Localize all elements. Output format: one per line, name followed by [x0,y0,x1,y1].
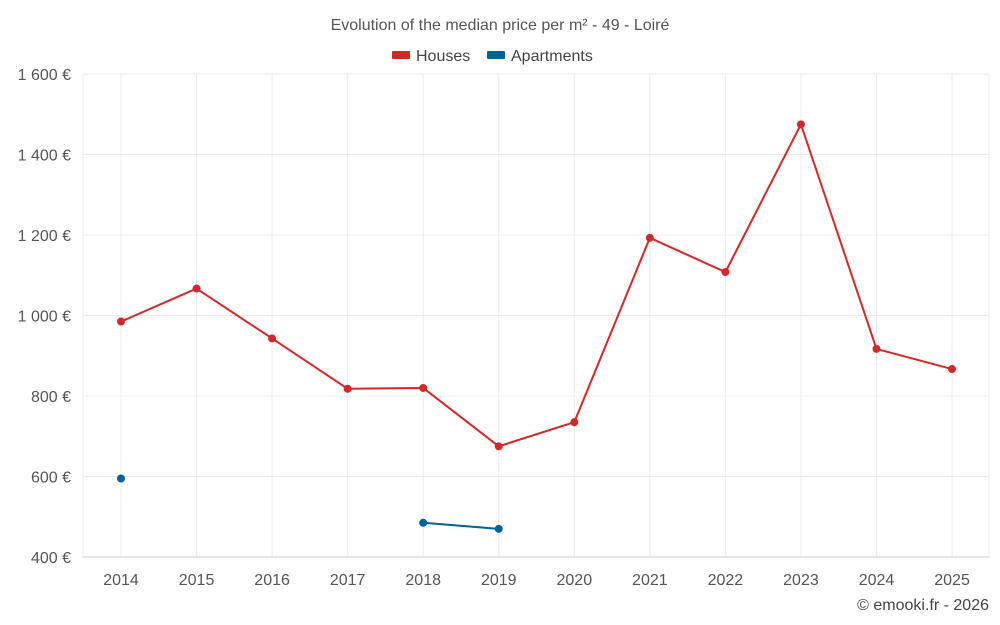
y-tick-label: 800 € [31,389,71,406]
x-tick-label: 2022 [708,572,744,589]
x-tick-label: 2025 [934,572,970,589]
data-point-houses[interactable] [570,418,579,427]
legend-label-apartments: Apartments [511,48,593,65]
y-tick-label: 400 € [31,550,71,567]
y-tick-label: 1 600 € [18,67,71,84]
data-point-houses[interactable] [494,442,503,451]
x-tick-label: 2019 [481,572,517,589]
data-point-houses[interactable] [343,384,352,393]
series-apartments [117,474,503,533]
x-tick-label: 2020 [557,572,593,589]
chart-title: Evolution of the median price per m² - 4… [331,17,670,34]
data-point-apartments[interactable] [117,474,125,483]
series-line-houses [120,123,953,448]
y-tick-label: 1 200 € [18,228,71,245]
legend: Houses Apartments [392,48,593,65]
legend-item-apartments[interactable]: Apartments [487,48,593,65]
credit-text: © emooki.fr - 2026 [857,597,989,614]
data-point-houses[interactable] [948,365,957,374]
series-layer [117,120,957,533]
legend-item-houses[interactable]: Houses [392,48,470,65]
y-tick-label: 600 € [31,470,71,487]
x-tick-label: 2021 [632,572,668,589]
data-point-houses[interactable] [117,317,125,326]
data-point-houses[interactable] [872,344,881,353]
x-tick-label: 2016 [254,572,290,589]
x-tick-label: 2024 [859,572,895,589]
data-point-houses[interactable] [192,284,201,293]
y-tick-label: 1 000 € [18,309,71,326]
x-axis-tick-labels: 2014 2015 2016 2017 2018 2019 2020 2021 … [103,572,970,589]
data-point-apartments[interactable] [419,518,428,527]
y-axis-tick-labels: 400 € 600 € 800 € 1 000 € 1 200 € 1 400 … [18,67,71,567]
legend-swatch-apartments [487,51,505,59]
x-tick-label: 2015 [179,572,215,589]
series-line-apartments [423,521,499,530]
x-tick-label: 2017 [330,572,366,589]
data-point-houses[interactable] [268,334,277,343]
data-point-apartments[interactable] [494,524,503,533]
data-point-houses[interactable] [721,268,730,277]
data-point-houses[interactable] [419,383,428,392]
y-gridlines [83,73,989,477]
legend-swatch-houses [392,51,410,59]
x-tick-label: 2014 [103,572,139,589]
series-houses [117,120,957,451]
legend-label-houses: Houses [416,48,470,65]
data-point-houses[interactable] [645,233,654,242]
x-tick-label: 2018 [405,572,441,589]
y-tick-label: 1 400 € [18,148,71,165]
data-point-houses[interactable] [796,120,805,129]
x-tick-label: 2023 [783,572,819,589]
